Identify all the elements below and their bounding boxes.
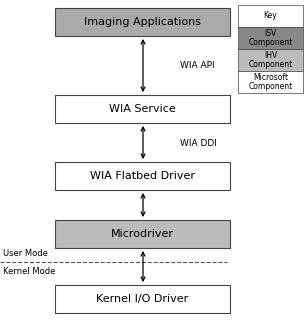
Bar: [55, 285, 230, 313]
Bar: [55, 8, 230, 36]
Text: WIA Flatbed Driver: WIA Flatbed Driver: [90, 171, 195, 181]
Text: Imaging Applications: Imaging Applications: [84, 17, 201, 27]
Text: ISV
Component: ISV Component: [248, 29, 293, 48]
Bar: [55, 162, 230, 190]
Text: WIA API: WIA API: [180, 62, 215, 71]
Text: Key: Key: [264, 12, 278, 21]
Bar: [55, 220, 230, 248]
Text: Kernel Mode: Kernel Mode: [3, 267, 55, 276]
Text: Kernel I/O Driver: Kernel I/O Driver: [96, 294, 188, 304]
Bar: [238, 27, 303, 49]
Text: WIA DDI: WIA DDI: [180, 138, 217, 148]
Text: IHV
Component: IHV Component: [248, 51, 293, 69]
Bar: [238, 49, 303, 71]
Text: Microdriver: Microdriver: [111, 229, 174, 239]
Text: WIA Service: WIA Service: [109, 104, 176, 114]
Text: Microsoft
Component: Microsoft Component: [248, 73, 293, 91]
Bar: [238, 5, 303, 27]
Bar: [238, 71, 303, 93]
Bar: [55, 95, 230, 123]
Text: User Mode: User Mode: [3, 249, 48, 258]
